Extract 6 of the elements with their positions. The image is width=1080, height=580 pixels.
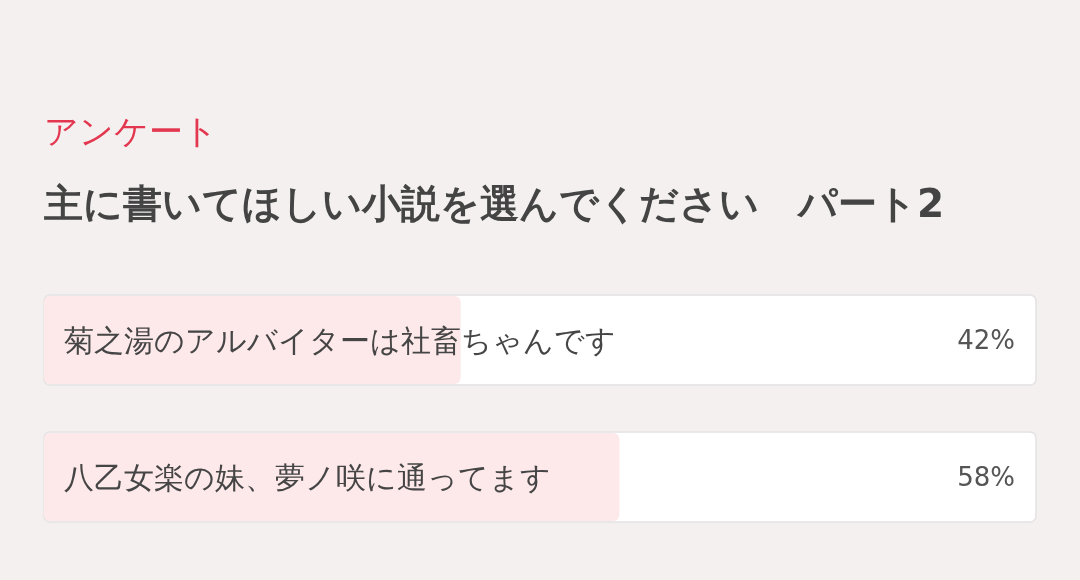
value-label: 58% (957, 462, 1015, 492)
category-label: 菊之湯のアルバイターは社畜ちゃんです (64, 322, 616, 358)
category-label: 八乙女楽の妹、夢ノ咲に通ってます (64, 459, 551, 495)
value-label: 42% (957, 325, 1015, 355)
title: 主に書いてほしい小説を選んでください パート2 (44, 181, 945, 226)
subtitle: アンケート (44, 111, 218, 151)
